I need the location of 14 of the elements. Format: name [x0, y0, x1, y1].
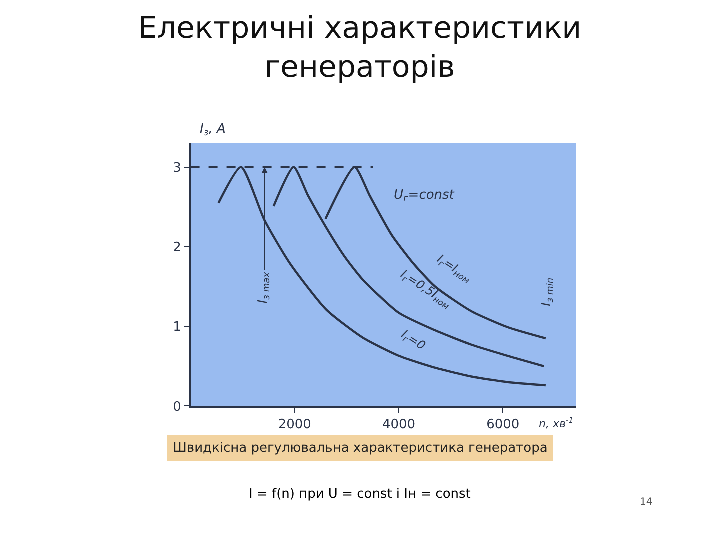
text: I = f(n) при U = const і Iн = const [249, 487, 471, 502]
x-tick-label: 2000 [278, 418, 312, 433]
y-tick-label: 3 [173, 160, 182, 176]
annotation: U$_{г}$=const [394, 188, 456, 205]
y-tick-label: 1 [173, 320, 182, 336]
text: Швидкісна регулювальна характеристика генератора [173, 441, 548, 456]
x-tick-label: 4000 [382, 418, 416, 433]
y-axis-title: I$_{з}$, A [200, 122, 226, 139]
text: 14 [640, 497, 653, 508]
y-tick-label: 0 [173, 400, 182, 415]
chart-title: Електричні характеристики генераторів [138, 10, 582, 85]
x-tick-label: 6000 [486, 418, 520, 433]
y-tick-label: 2 [173, 240, 182, 256]
x-axis-title: n, хв$^{-1}$ [539, 416, 574, 431]
